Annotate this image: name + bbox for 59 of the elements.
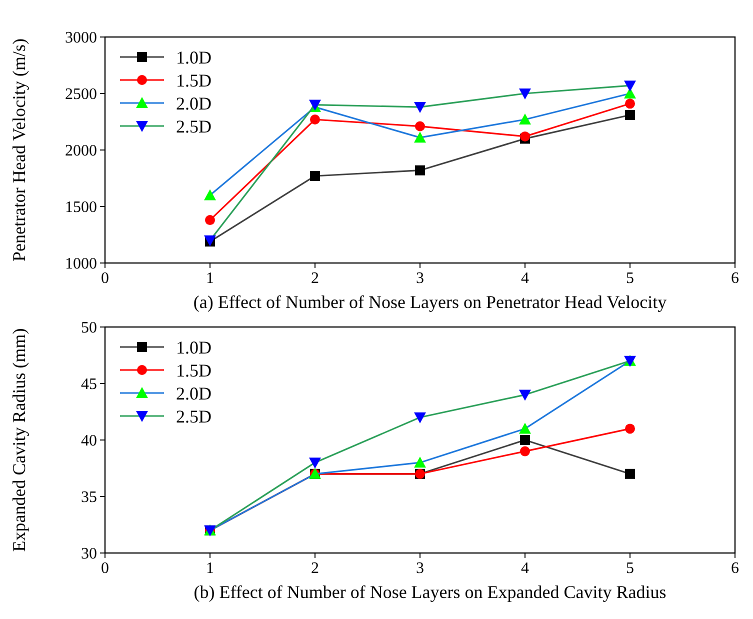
x-tick-label: 4: [521, 560, 529, 577]
x-tick-label: 6: [731, 270, 739, 287]
x-tick-label: 0: [101, 270, 109, 287]
x-tick-label: 4: [521, 270, 529, 287]
y-tick-label: 1000: [65, 256, 97, 273]
point: [520, 446, 530, 456]
point: [414, 102, 426, 114]
y-tick-label: 1500: [65, 199, 97, 216]
point: [520, 435, 530, 445]
y-axis-title: Penetrator Head Velocity (m/s): [9, 38, 29, 262]
point: [205, 215, 215, 226]
text: (b) Effect of Number of Nose Layers on Expanded Cavity Radius: [194, 582, 666, 602]
legend-label: 2.0D: [176, 383, 212, 404]
x-tick-label: 1: [206, 560, 214, 577]
point: [519, 113, 531, 124]
y-tick-label: 35: [81, 489, 97, 506]
point: [625, 424, 635, 434]
point: [624, 80, 636, 92]
x-tick-label: 3: [416, 270, 424, 287]
x-tick-label: 6: [731, 560, 739, 577]
point: [414, 456, 426, 468]
y-tick-label: 40: [81, 432, 97, 450]
x-tick-label: 3: [416, 560, 424, 577]
x-tick-label: 2: [311, 560, 319, 577]
legend-label: 1.5D: [176, 70, 212, 90]
point: [414, 132, 426, 143]
x-tick-label: 5: [626, 560, 634, 577]
point: [415, 165, 425, 176]
legend-label: 1.5D: [176, 360, 212, 380]
legend-label: 1.0D: [176, 337, 212, 358]
point: [414, 412, 426, 424]
point: [204, 189, 216, 200]
y-tick-label: 30: [81, 546, 97, 563]
point: [625, 468, 635, 479]
point: [625, 98, 635, 109]
legend-label: 2.0D: [176, 93, 212, 114]
legend-label: 2.5D: [176, 406, 212, 426]
legend-label: 2.5D: [176, 116, 212, 136]
point: [310, 114, 320, 124]
x-tick-label: 1: [206, 270, 214, 287]
point: [519, 390, 531, 401]
y-tick-label: 2500: [65, 86, 97, 104]
legend-label: 1.0D: [176, 47, 212, 68]
y-tick-label: 50: [81, 320, 97, 337]
y-tick-label: 3000: [65, 30, 97, 47]
x-tick-label: 5: [626, 270, 634, 287]
point: [309, 458, 321, 469]
x-tick-label: 0: [101, 560, 109, 577]
y-axis-title: Expanded Cavity Radius (mm): [9, 328, 29, 552]
point: [520, 131, 530, 142]
point: [519, 422, 531, 434]
text: (a) Effect of Number of Nose Layers on Penetrator Head Velocity: [193, 292, 667, 312]
x-tick-label: 2: [311, 270, 319, 287]
point: [625, 110, 635, 120]
y-tick-label: 2000: [65, 142, 97, 160]
point: [310, 170, 320, 181]
point: [415, 121, 425, 132]
point: [519, 88, 531, 100]
y-tick-label: 45: [81, 376, 97, 394]
